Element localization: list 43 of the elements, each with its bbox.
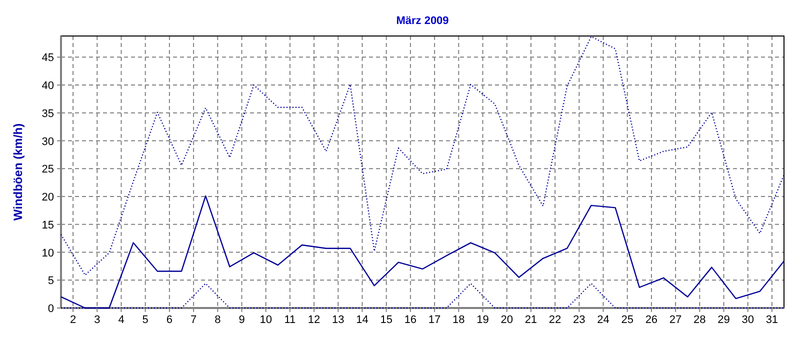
x-tick-label: 11 (284, 314, 296, 326)
x-tick-label: 16 (404, 314, 417, 326)
y-tick-label: 40 (42, 80, 54, 92)
x-tick-label: 29 (718, 314, 730, 326)
y-tick-label: 20 (42, 192, 54, 204)
x-tick-label: 2 (70, 314, 76, 326)
y-tick-label: 25 (42, 164, 54, 176)
x-tick-label: 17 (428, 314, 441, 326)
x-tick-label: 24 (597, 314, 610, 326)
x-tick-label: 10 (260, 314, 272, 326)
x-tick-label: 4 (118, 314, 124, 326)
x-tick-label: 25 (621, 314, 634, 326)
x-tick-label: 31 (766, 314, 778, 326)
x-tick-label: 19 (476, 314, 489, 326)
x-tick-label: 9 (238, 314, 245, 326)
x-tick-label: 22 (548, 314, 562, 326)
x-tick-label: 20 (500, 314, 513, 326)
x-tick-label: 14 (356, 314, 368, 326)
y-tick-label: 0 (48, 303, 54, 315)
y-tick-label: 45 (42, 52, 54, 64)
x-tick-label: 21 (524, 314, 538, 326)
x-tick-label: 6 (166, 314, 173, 326)
x-tick-label: 12 (308, 314, 320, 326)
y-tick-label: 10 (42, 247, 54, 260)
line-series (60, 36, 785, 276)
x-tick-label: 26 (645, 314, 658, 326)
x-tick-label: 13 (332, 314, 344, 326)
x-tick-label: 30 (742, 314, 754, 326)
x-tick-label: 15 (380, 314, 392, 326)
y-tick-label: 15 (42, 219, 54, 232)
x-tick-label: 3 (94, 314, 100, 326)
chart-title: März 2009 (396, 15, 449, 27)
x-tick-label: 28 (694, 314, 706, 326)
x-tick-label: 18 (452, 314, 465, 326)
x-tick-label: 7 (190, 314, 197, 326)
x-tick-label: 27 (669, 314, 682, 326)
x-tick-label: 5 (142, 314, 148, 326)
y-tick-label: 5 (48, 275, 54, 288)
x-tick-label: 23 (573, 314, 586, 326)
y-axis-title: Windböen (km/h) (11, 123, 25, 221)
x-tick-label: 8 (214, 314, 221, 326)
y-tick-label: 30 (42, 136, 54, 148)
y-tick-label: 35 (42, 108, 54, 120)
